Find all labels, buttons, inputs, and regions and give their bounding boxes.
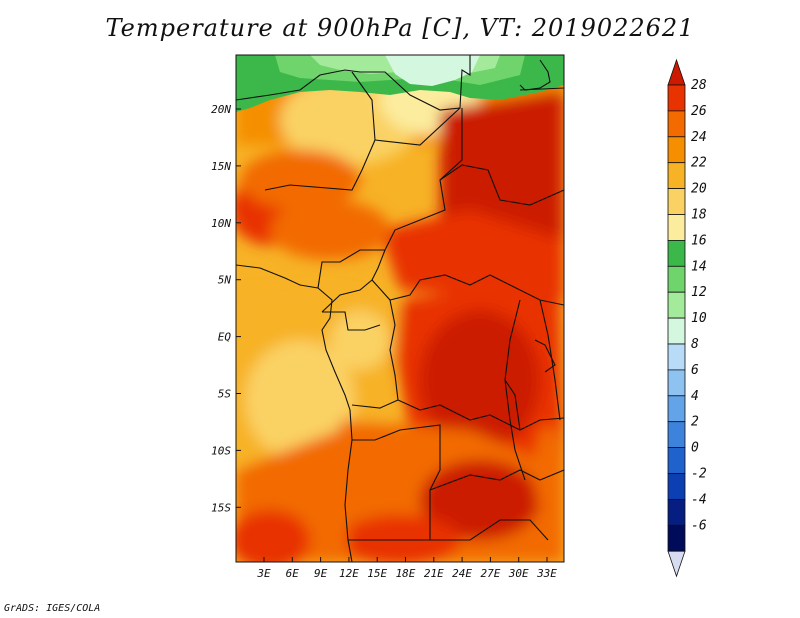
colorbar-over-arrow [667,58,686,86]
lon-tick-label: 12E [339,567,359,580]
lon-tick-label: 21E [424,567,444,580]
lon-tick-label: 24E [452,567,472,580]
lon-tick-label: 27E [480,567,500,580]
colorbar-label: 26 [691,104,707,119]
colorbar-label: 20 [691,182,707,197]
colorbar-label: 4 [691,389,699,404]
grads-credit: GrADS: IGES/COLA [4,603,101,614]
colorbar-label: 22 [691,156,707,171]
colorbar-swatch [667,188,686,215]
colorbar-under-arrow [667,550,686,578]
colorbar-label: -2 [691,467,707,482]
colorbar-swatch [667,265,686,293]
colorbar-label: -6 [691,518,707,533]
colorbar-label: 10 [691,311,707,326]
map-title: Temperature at 900hPa [C], VT: 201902262… [105,14,695,42]
country-borders [236,55,564,562]
colorbar-label: 2 [691,415,699,430]
colorbar-swatch [667,395,686,423]
colorbar-label: 18 [691,208,707,223]
colorbar-swatch [667,317,686,345]
colorbar-swatch [667,524,686,552]
colorbar-label: -4 [691,492,707,507]
colorbar-label: 14 [691,259,707,274]
colorbar-swatch [667,343,686,371]
lat-tick-label: 15S [211,501,231,514]
lat-tick-label: 10S [211,444,231,457]
map-frame [235,54,565,563]
colorbar-swatch [667,291,686,319]
colorbar-swatch [667,214,686,241]
lon-tick-label: 15E [367,567,387,580]
lat-tick-label: 5N [218,274,232,287]
colorbar-label: 6 [691,363,699,378]
colorbar-swatch [667,421,686,449]
colorbar-swatch [667,162,686,189]
lat-tick-label: 10N [211,217,231,230]
latitude-axis: 20N 15N 10N 5N EQ 5S 10S 15S [211,103,241,514]
lat-tick-label: 20N [211,103,231,116]
colorbar-swatch [667,498,686,526]
lat-tick-label: 15N [211,160,231,173]
colorbar-swatch [667,473,686,500]
colorbar-swatch [667,136,686,164]
colorbar-label: 12 [691,285,707,300]
lat-tick-label: EQ [218,331,232,344]
temperature-field [236,55,564,562]
lon-tick-label: 6E [286,567,300,580]
lon-tick-label: 18E [396,567,416,580]
colorbar-label: 8 [691,337,699,352]
colorbar-swatch [667,239,686,267]
colorbar-swatch [667,110,686,138]
colorbar-label: 28 [691,78,707,93]
lon-tick-label: 3E [256,567,271,580]
colorbar-swatch [667,369,686,397]
colorbar-swatch [667,447,686,474]
lat-tick-label: 5S [218,388,232,401]
lon-tick-label: 33E [536,567,557,580]
lon-tick-label: 9E [314,567,328,580]
colorbar-label: 24 [691,130,707,145]
colorbar-swatch [667,84,686,112]
longitude-axis: 3E 6E 9E 12E 15E 18E 21E 24E 27E 30E 33E [256,557,557,580]
colorbar-label: 16 [691,233,707,248]
lon-tick-label: 30E [508,567,529,580]
colorbar-label: 0 [691,441,699,456]
